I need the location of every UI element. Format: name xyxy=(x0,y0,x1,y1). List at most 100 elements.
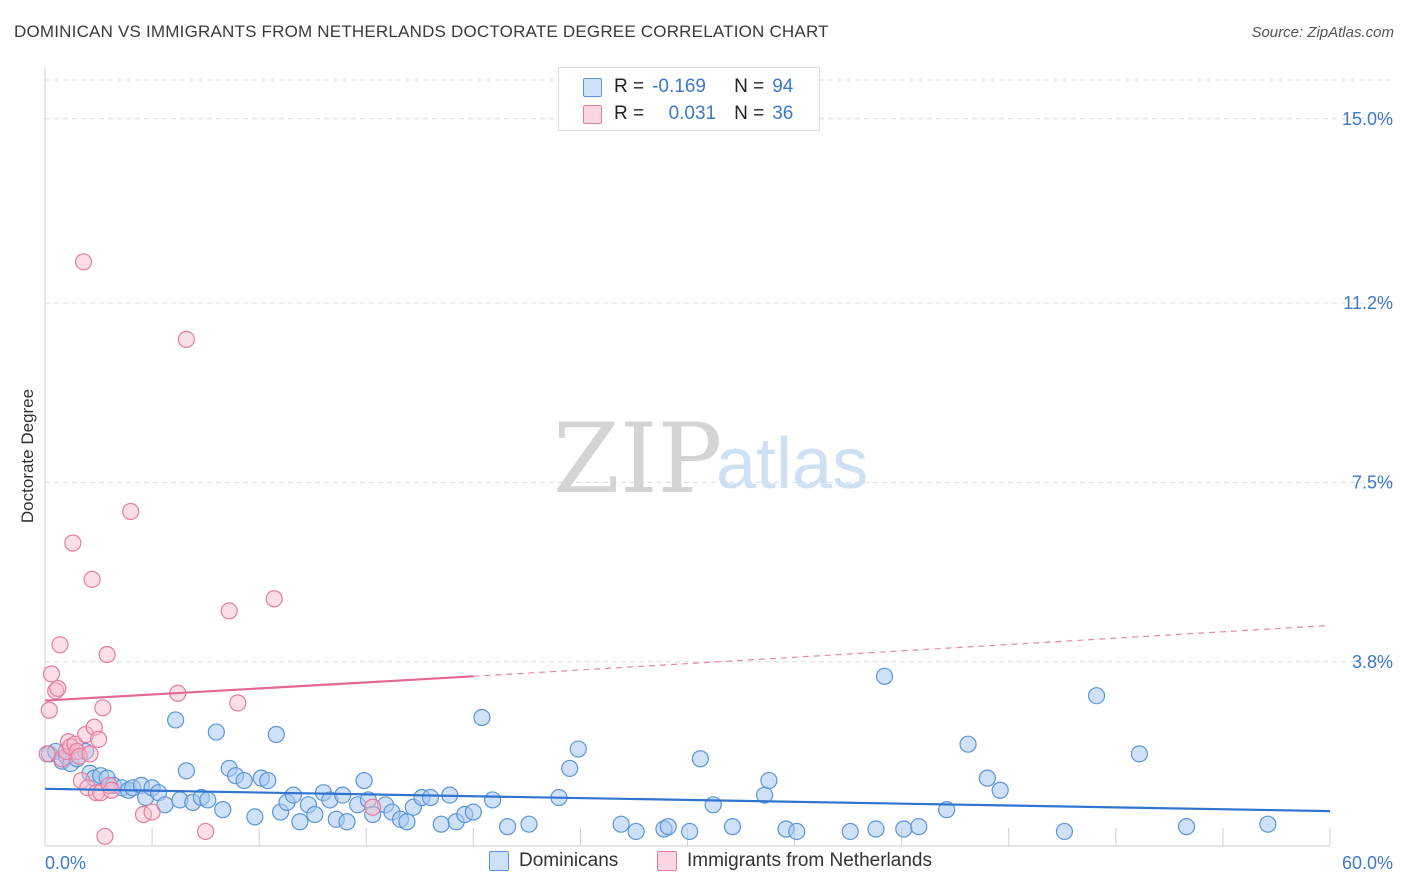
netherlands-point xyxy=(220,602,238,620)
n-label: N = xyxy=(734,103,765,124)
dominican-point xyxy=(938,801,956,819)
dominican-point xyxy=(355,771,373,790)
netherlands-point xyxy=(98,645,116,664)
dominican-point xyxy=(421,788,440,807)
y-tick-label: 7.5% xyxy=(1352,472,1393,492)
netherlands-point xyxy=(265,590,283,608)
dominican-point xyxy=(910,818,928,836)
dominican-point xyxy=(875,667,894,685)
dominican-point xyxy=(207,723,225,741)
dominican-point xyxy=(627,822,645,841)
netherlands-point xyxy=(81,745,99,763)
dominican-point xyxy=(723,818,742,836)
netherlands-swatch xyxy=(583,104,602,124)
dominican-point xyxy=(484,791,502,809)
chart-source: Source: ZipAtlas.com xyxy=(1251,24,1394,41)
dominicans-trend-line xyxy=(44,787,1331,813)
dominican-point xyxy=(569,740,587,758)
stats-row-dominicans: R = -0.169 N = 94 xyxy=(583,74,793,100)
dominican-point xyxy=(760,771,778,790)
dominican-point xyxy=(199,791,217,809)
dominican-point xyxy=(895,820,913,838)
netherlands-point xyxy=(79,779,97,797)
netherlands-points xyxy=(38,253,382,845)
legend-item-netherlands[interactable]: Immigrants from Netherlands xyxy=(657,850,932,872)
stats-row-netherlands: R = 0.031 N = 36 xyxy=(583,101,793,127)
dominican-point xyxy=(681,822,699,841)
netherlands-point xyxy=(364,798,382,816)
y-tick-label: 11.2% xyxy=(1343,293,1393,313)
n-value: 36 xyxy=(772,103,794,124)
gridlines xyxy=(45,79,1393,663)
dominican-point xyxy=(398,813,416,831)
dominican-point xyxy=(364,805,382,824)
dominican-point xyxy=(1259,815,1277,833)
dominicans-legend-swatch xyxy=(489,851,509,871)
netherlands-point xyxy=(70,747,88,765)
netherlands-point xyxy=(51,636,69,654)
legend-item-dominicans[interactable]: Dominicans xyxy=(489,850,618,872)
r-label: R = xyxy=(614,76,645,97)
netherlands-point xyxy=(96,827,114,845)
dominican-point xyxy=(788,822,806,841)
dominican-point xyxy=(1087,687,1106,705)
x-tick-label: 0.0% xyxy=(45,853,86,873)
y-tick-label: 15.0% xyxy=(1342,109,1393,129)
netherlands-point xyxy=(197,822,215,841)
chart-title: DOMINICAN VS IMMIGRANTS FROM NETHERLANDS… xyxy=(14,22,829,41)
netherlands-point xyxy=(74,253,93,271)
dominican-point xyxy=(704,796,722,814)
netherlands-point xyxy=(89,730,108,748)
y-tick-label: 3.8% xyxy=(1352,652,1393,672)
dominican-point xyxy=(432,815,450,833)
r-value: -0.169 xyxy=(652,76,706,97)
dominican-point xyxy=(1130,745,1148,763)
dominican-point xyxy=(284,786,303,804)
netherlands-point xyxy=(64,534,82,552)
n-label: N = xyxy=(734,76,765,97)
dominican-point xyxy=(841,822,859,841)
x-tick-label: 60.0% xyxy=(1342,853,1393,873)
dominican-point xyxy=(659,818,677,836)
dominican-point xyxy=(867,820,885,838)
legend-label-netherlands: Immigrants from Netherlands xyxy=(687,850,932,871)
dominicans-swatch xyxy=(583,77,602,97)
dominican-point xyxy=(338,813,356,831)
dominican-point xyxy=(991,781,1009,799)
dominican-point xyxy=(267,725,285,744)
bottom-legend: Dominicans Immigrants from Netherlands xyxy=(0,850,1406,878)
dominican-point xyxy=(978,769,996,787)
netherlands-point xyxy=(229,694,247,712)
dominican-point xyxy=(291,813,309,831)
dominican-point xyxy=(691,750,709,768)
dominicans-points xyxy=(40,667,1277,841)
netherlands-legend-swatch xyxy=(657,851,677,871)
dominican-point xyxy=(1055,822,1074,841)
netherlands-point xyxy=(49,679,67,698)
dominican-point xyxy=(612,815,630,833)
netherlands-point xyxy=(94,699,112,717)
netherlands-trend-line xyxy=(44,675,474,702)
dominican-point xyxy=(561,759,579,778)
dominican-point xyxy=(520,815,538,833)
netherlands-point xyxy=(42,665,61,683)
netherlands-point xyxy=(122,502,140,521)
watermark-zip: ZIP xyxy=(553,403,722,515)
dominican-point xyxy=(235,771,253,790)
r-value: 0.031 xyxy=(668,103,717,124)
dominican-point xyxy=(959,735,977,753)
legend-label-dominicans: Dominicans xyxy=(519,850,619,871)
netherlands-point xyxy=(143,803,161,821)
dominican-point xyxy=(246,808,264,826)
tick-labels: 3.8% 7.5% 11.2% 15.0% 0.0% 60.0% xyxy=(45,109,1393,873)
watermark: ZIP atlas xyxy=(553,403,868,515)
dominican-point xyxy=(473,708,491,727)
n-value: 94 xyxy=(772,76,794,97)
netherlands-trend-extension xyxy=(473,624,1331,677)
dominican-point xyxy=(259,771,277,790)
dominican-point xyxy=(499,818,517,836)
dominican-point xyxy=(306,805,324,824)
dominican-point xyxy=(177,762,195,780)
y-axis-label: Doctorate Degree xyxy=(18,389,37,523)
dominican-point xyxy=(167,711,185,729)
